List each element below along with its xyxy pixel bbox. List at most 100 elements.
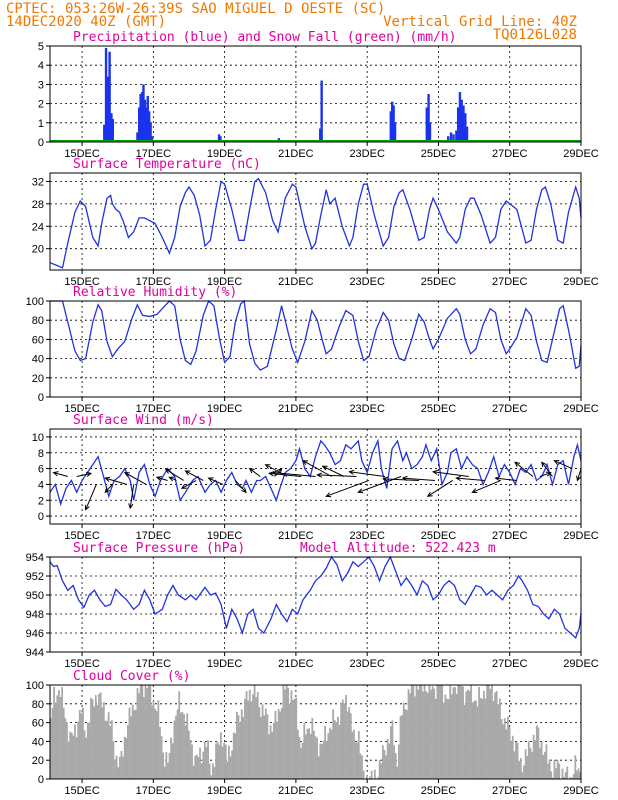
model-altitude: Model Altitude: 522.423 m <box>300 541 496 556</box>
cloud-panel: 0 20 40 60 80 100 15DEC 17DEC 19DEC 21DEC 23DEC 25D… <box>26 680 599 797</box>
temperature-xtick-label: 29DEC <box>563 276 599 288</box>
precip-bar <box>464 113 467 142</box>
cloud-bar <box>373 769 376 779</box>
cloud-bar <box>471 702 474 779</box>
cloud-bar <box>295 697 298 779</box>
cloud-frame <box>49 684 582 780</box>
cloud-bar <box>147 685 150 779</box>
cloud-bar <box>292 699 294 779</box>
cloud-bar <box>88 722 91 779</box>
precip-bar <box>452 134 455 142</box>
cloud-bar <box>256 692 259 779</box>
cloud-bar <box>274 710 277 779</box>
cloud-bar <box>457 685 460 779</box>
cloud-bar <box>482 690 485 779</box>
cloud-bar <box>62 707 65 779</box>
humidity-title: Relative Humidity (%) <box>73 285 237 300</box>
pressure-ytick-label: 954 <box>26 552 44 564</box>
cloud-bar <box>425 691 428 779</box>
cloud-bar <box>250 701 253 779</box>
pressure-line <box>49 555 582 639</box>
cloud-bar <box>495 691 498 779</box>
cloud-bar <box>491 685 493 779</box>
cloud-bar <box>157 700 160 779</box>
cloud-bar <box>473 700 476 779</box>
pressure-panel: 944 946 948 950 952 954 15DEC 17DEC 19DEC 21DEC 23… <box>26 552 599 670</box>
cloud-bar <box>266 714 269 779</box>
cloud-bar <box>543 751 546 779</box>
humidity-xtick-label: 19DEC <box>207 403 243 415</box>
cloud-xtick-label: 25DEC <box>421 785 457 797</box>
wind-arrow <box>494 475 517 482</box>
humidity-xtick-label: 29DEC <box>563 403 599 415</box>
cloud-bar <box>272 722 275 779</box>
cloud-bar <box>564 772 567 779</box>
cloud-bar <box>117 767 120 779</box>
precip-bar <box>319 128 322 142</box>
cloud-bar <box>417 689 420 779</box>
cloud-bar <box>224 744 227 779</box>
cloud-bar <box>170 737 173 779</box>
temperature-xtick-label: 17DEC <box>136 276 172 288</box>
cloud-bar <box>407 689 410 779</box>
pressure-xtick-label: 21DEC <box>278 658 314 670</box>
wind-ytick-label: 6 <box>38 464 44 476</box>
cloud-bar <box>468 690 471 779</box>
cloud-bar <box>239 722 242 779</box>
cloud-bar <box>455 693 458 779</box>
cloud-xtick-label: 23DEC <box>349 785 385 797</box>
cloud-bar <box>494 692 497 779</box>
cloud-bar <box>479 698 482 779</box>
cloud-bar <box>304 734 307 779</box>
cloud-bar <box>396 766 399 779</box>
wind-arrow <box>382 476 419 482</box>
cloud-bar <box>551 777 554 779</box>
cloud-bar <box>577 768 580 779</box>
cloud-bar <box>556 759 559 779</box>
precip-bar <box>217 134 221 142</box>
pressure-ytick-label: 950 <box>26 590 44 602</box>
cloud-bar <box>553 759 556 779</box>
cloud-bar <box>66 722 68 779</box>
cloud-bar <box>146 688 149 779</box>
precip-bar <box>110 113 113 142</box>
cloud-bar <box>572 774 575 779</box>
cloud-bar <box>313 730 315 779</box>
cloud-bar <box>114 759 116 779</box>
precip-bar <box>393 122 397 142</box>
cloud-bar <box>110 720 113 779</box>
cloud-bar <box>563 776 565 779</box>
cloud-bar <box>409 693 412 779</box>
precip-ytick-label: 3 <box>38 79 44 91</box>
cloud-bar <box>401 715 404 779</box>
precip-bar <box>111 118 115 142</box>
cloud-bar <box>154 708 157 779</box>
cloud-bar <box>345 694 347 779</box>
wind-arrow <box>180 480 197 489</box>
cloud-bar <box>285 685 288 779</box>
temperature-ytick-label: 32 <box>32 176 44 188</box>
precip-bar <box>320 80 323 142</box>
precip-bar <box>465 126 469 142</box>
cloud-bar <box>531 751 533 779</box>
cloud-bar <box>93 706 96 779</box>
humidity-ytick-label: 20 <box>32 373 44 385</box>
cloud-bar <box>59 696 62 779</box>
cloud-bar <box>255 697 258 779</box>
cloud-bar <box>356 742 359 779</box>
cloud-bar <box>383 750 386 779</box>
cloud-bar <box>133 710 136 779</box>
wind-arrow <box>576 468 582 482</box>
wind-ytick-label: 0 <box>38 511 44 523</box>
wind-arrow <box>128 484 135 510</box>
cloud-bar <box>175 715 177 779</box>
cloud-bar <box>378 760 381 779</box>
cloud-bar <box>527 741 530 779</box>
wind-line <box>49 438 582 507</box>
cloud-bar <box>268 734 270 779</box>
cloud-bar <box>574 755 577 779</box>
cloud-bar <box>386 738 389 779</box>
precip-xtick-label: 15DEC <box>64 148 100 160</box>
cloud-bar <box>341 699 344 779</box>
